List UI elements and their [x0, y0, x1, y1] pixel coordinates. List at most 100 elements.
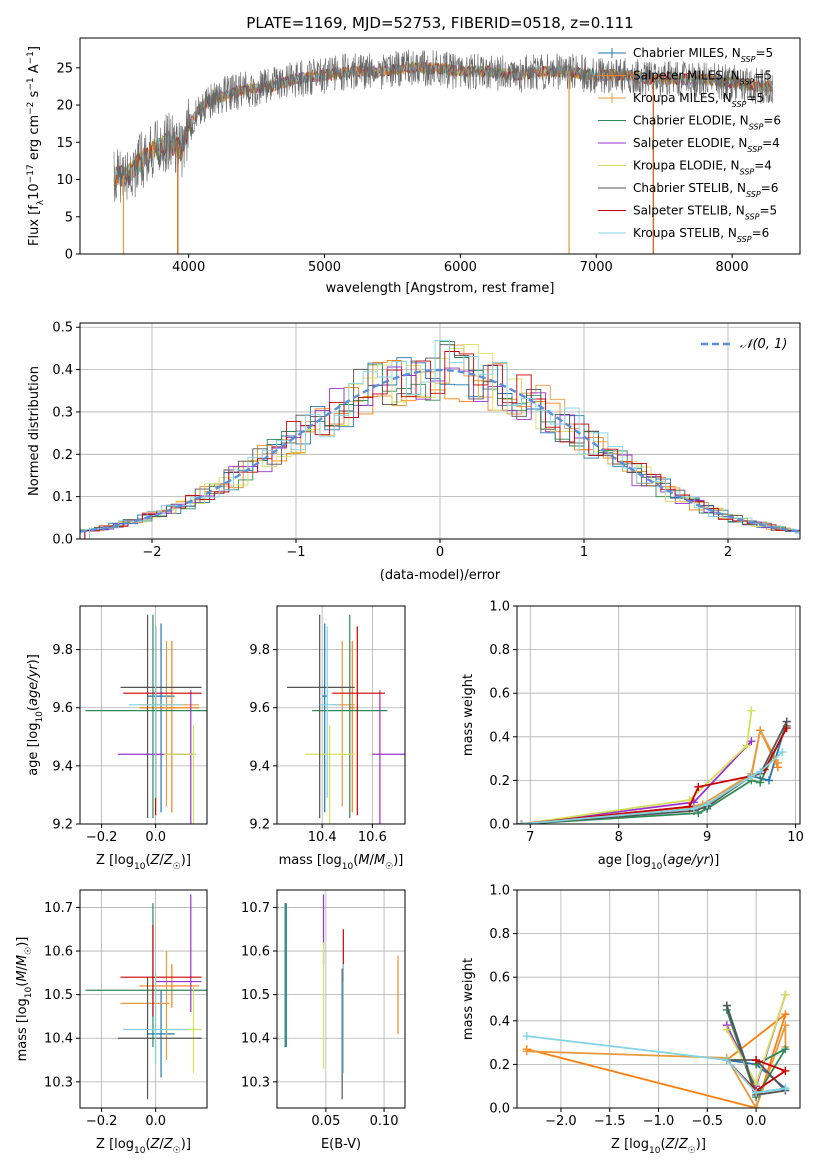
legend-label-sub: SSP — [746, 190, 761, 199]
series-marker — [747, 772, 756, 781]
series-marker — [747, 706, 756, 715]
panel-spectrum: 4000 5000 6000 7000 8000 0 5 10 15 20 25 wavelength… — [26, 37, 801, 296]
y-axis-label-part: 10 — [27, 183, 42, 200]
axes-overlay: −0.2 0.09.29.49.69.8Z [log10(Z/Z☉)]age [l… — [26, 605, 208, 872]
legend-label-end: =5 — [755, 46, 773, 60]
point-kroupa-stelib — [123, 972, 189, 1065]
legend-label: Kroupa MILES, NSSP=5 — [633, 91, 764, 109]
x-axis-label-part: ☉ — [173, 1146, 181, 1156]
y-tick-label: 0.2 — [489, 774, 510, 789]
y-axis-label-part: )] — [26, 654, 41, 664]
x-tick-label: 5000 — [308, 260, 341, 275]
series-line — [725, 1009, 788, 1100]
y-tick-label: 0.4 — [489, 730, 510, 745]
y-tick-label: 0.0 — [489, 818, 510, 833]
axes-frame — [79, 605, 208, 825]
y-tick-label: 10.3 — [241, 1075, 270, 1090]
x-axis-label-part: 10 — [134, 1146, 146, 1156]
x-axis-label-part: / — [159, 1137, 164, 1152]
plot-area — [284, 894, 399, 1100]
point-kroupa-elodie — [304, 725, 355, 824]
series-marker — [752, 1104, 761, 1108]
legend-label-end: =6 — [761, 181, 779, 195]
panel-Z-mass: −0.2 0.010.310.410.510.610.7Z [log10(Z/Z☉… — [15, 889, 208, 1156]
legend-label-main: Kroupa ELODIE, N — [633, 159, 740, 173]
y-axis-label-part: M — [15, 970, 30, 981]
panel-residuals: −2 −1 0 1 2 0.0 0.1 0.2 0.3 0.4 0.5 𝒩(0, 1) (data-mo… — [27, 321, 801, 583]
point-kroupa-stelib — [319, 626, 340, 798]
x-tick-label: 0.10 — [370, 1114, 399, 1129]
legend-label-sub: SSP — [745, 212, 760, 221]
y-tick-label: 0.6 — [489, 687, 510, 702]
point-salpeter-stelib — [120, 924, 202, 1017]
y-tick-label: 15 — [56, 136, 73, 151]
x-axis-label: wavelength [Angstrom, rest frame] — [326, 281, 555, 296]
y-axis-label-part: 10 — [24, 986, 34, 998]
legend-label: Chabrier MILES, NSSP=5 — [633, 46, 773, 64]
point-chabrier-elodie — [312, 614, 388, 819]
x-axis-label-part: 10 — [649, 1146, 661, 1156]
legend-label-main: Salpeter STELIB, N — [633, 204, 745, 218]
y-tick-label: 10.7 — [44, 901, 73, 916]
x-axis-label-part: Z — [150, 1137, 161, 1152]
point-salpeter-miles — [349, 640, 355, 813]
axes-overlay: −0.2 0.010.310.410.510.610.7Z [log10(Z/Z☉… — [15, 889, 208, 1156]
series-kroupa-stelib — [517, 748, 787, 824]
x-axis-label-part: 10 — [342, 862, 354, 872]
point-chabrier-miles — [322, 623, 328, 813]
series-marker — [756, 778, 765, 787]
x-tick-label: −2 — [142, 545, 161, 560]
gaussian-curve — [80, 368, 800, 533]
x-axis-label-part: Z — [150, 853, 161, 868]
x-axis-label-part: ( — [145, 853, 150, 868]
legend-label-sub: SSP — [740, 77, 755, 86]
legend-label-end: =6 — [763, 114, 781, 128]
point-kroupa-miles — [332, 640, 355, 807]
series-marker — [747, 737, 756, 746]
x-tick-label: 0 — [436, 545, 444, 560]
plot-area — [522, 990, 790, 1108]
legend-label-end: =4 — [762, 136, 780, 150]
x-tick-label: −0.5 — [692, 1114, 724, 1129]
y-tick-label: 10.4 — [241, 1032, 270, 1047]
x-tick-label: 10.4 — [308, 830, 337, 845]
point-kroupa-miles — [120, 951, 170, 1061]
point-salpeter-elodie — [372, 690, 405, 824]
x-axis-label-part: M — [358, 853, 369, 868]
series-marker — [756, 767, 765, 776]
y-tick-label: 0.2 — [52, 448, 73, 463]
x-tick-label: 4000 — [172, 260, 205, 275]
point-chabrier-miles — [147, 623, 175, 813]
x-tick-label: 8000 — [716, 260, 749, 275]
axes-frame — [516, 605, 801, 825]
legend-label: Salpeter ELODIE, NSSP=4 — [633, 136, 780, 154]
x-tick-label: −1 — [286, 545, 305, 560]
y-tick-label: 0.4 — [52, 363, 73, 378]
y-tick-label: 10.6 — [44, 945, 73, 960]
series-line — [521, 751, 783, 824]
x-tick-label: 0.0 — [145, 830, 166, 845]
panel-ebv-mass: 0.05 0.10 10.3 10.4 10.5 10.6 10.7 E(B-V) — [241, 889, 406, 1152]
figure-title: PLATE=1169, MJD=52753, FIBERID=0518, z=0… — [246, 14, 633, 32]
legend-label-sub: SSP — [737, 235, 752, 244]
x-axis-label: Z [log10(Z/Z☉)] — [96, 853, 191, 872]
x-axis-label-part: ( — [660, 1137, 665, 1152]
y-axis-label-part: M — [15, 955, 30, 966]
point-kroupa-stelib — [128, 626, 183, 798]
series-marker — [689, 804, 698, 813]
point-salpeter-stelib — [332, 626, 385, 816]
point-salpeter-miles — [139, 640, 199, 813]
point-chabrier-elodie — [85, 614, 207, 819]
point-chabrier-stelib — [287, 614, 355, 819]
legend-label-end: =6 — [752, 226, 770, 240]
series-marker — [752, 1056, 761, 1065]
axes-frame — [79, 889, 208, 1109]
x-axis-label-part: ( — [353, 853, 358, 868]
x-axis-label-part: Z — [163, 1137, 174, 1152]
legend-label-sub: SSP — [741, 55, 756, 64]
y-tick-label: 0.0 — [52, 533, 73, 548]
y-axis-label-part: mass [log — [15, 998, 30, 1061]
